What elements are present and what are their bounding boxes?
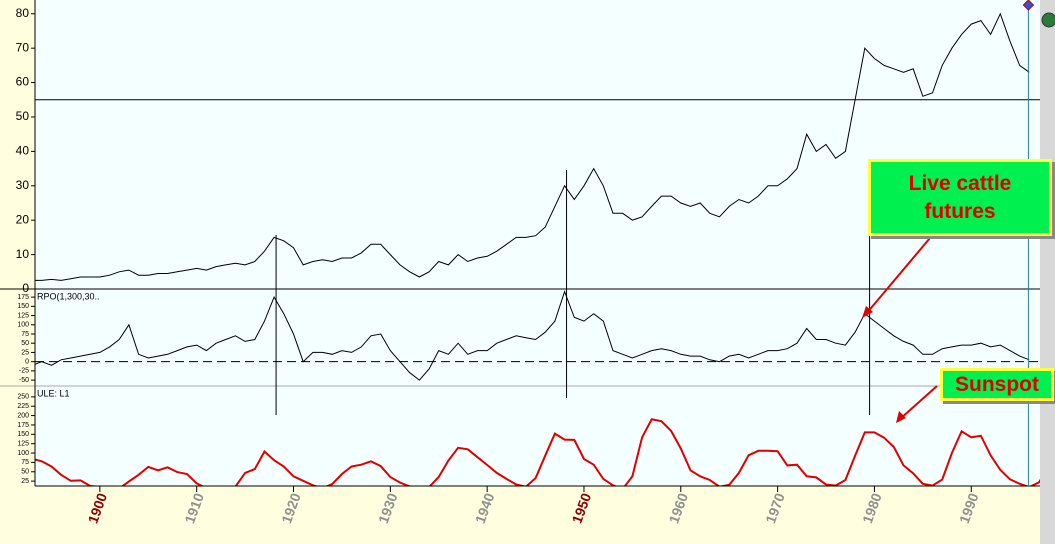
arrow-head xyxy=(896,411,906,423)
x-tick-label: 1980 xyxy=(859,491,885,526)
y-tick-label: 80 xyxy=(16,6,30,20)
y-tick-label: 25 xyxy=(21,478,29,485)
annotation-text: Sunspot xyxy=(955,373,1039,396)
y-tick-label: 40 xyxy=(16,144,30,158)
x-tick-label: 1960 xyxy=(665,491,691,526)
x-tick-label: 1900 xyxy=(84,491,110,526)
y-tick-label: 75 xyxy=(21,331,29,338)
y-tick-label: 225 xyxy=(17,403,29,410)
x-tick-label: 1930 xyxy=(375,491,401,526)
x-tick-label: 1990 xyxy=(956,491,982,526)
y-tick-label: 150 xyxy=(17,431,29,438)
panel-title: RPO(1,300,30.. xyxy=(37,291,100,301)
y-tick-label: -50 xyxy=(19,377,29,384)
y-tick-label: 0 xyxy=(25,359,29,366)
y-tick-label: 100 xyxy=(17,450,29,457)
x-tick-label: 1940 xyxy=(472,491,498,526)
right-strip xyxy=(1040,0,1055,544)
y-tick-label: 125 xyxy=(17,441,29,448)
y-tick-label: 20 xyxy=(16,212,30,226)
y-tick-label: 10 xyxy=(16,247,30,261)
annotation-box: Sunspot xyxy=(940,368,1054,401)
annotation-text: Live cattle futures xyxy=(908,172,1012,223)
cursor-handle xyxy=(1022,0,1035,11)
arrow-head xyxy=(862,306,873,318)
y-tick-label: 70 xyxy=(16,40,30,54)
panel-title: ULE: L1 xyxy=(37,388,70,398)
y-tick-label: 30 xyxy=(16,178,30,192)
globe-icon[interactable] xyxy=(1041,12,1055,28)
y-tick-label: 50 xyxy=(21,469,29,476)
annotation-box: Live cattle futures xyxy=(868,159,1052,236)
annotation-arrow xyxy=(899,385,938,420)
y-tick-label: 75 xyxy=(21,459,29,466)
x-tick-label: 1950 xyxy=(569,491,595,526)
y-tick-label: 100 xyxy=(17,322,29,329)
y-tick-label: 150 xyxy=(17,303,29,310)
y-tick-label: 175 xyxy=(17,294,29,301)
y-tick-label: 0 xyxy=(22,281,29,295)
x-tick-label: 1910 xyxy=(181,491,207,526)
y-tick-label: -25 xyxy=(19,368,29,375)
y-tick-label: 60 xyxy=(16,75,30,89)
y-tick-label: 200 xyxy=(17,412,29,419)
x-tick-label: 1970 xyxy=(762,491,788,526)
y-tick-label: 250 xyxy=(17,394,29,401)
y-tick-label: 25 xyxy=(21,349,29,356)
series-line xyxy=(35,12,1030,281)
y-tick-label: 175 xyxy=(17,422,29,429)
y-tick-label: 50 xyxy=(21,340,29,347)
y-tick-label: 50 xyxy=(16,109,30,123)
plot-area xyxy=(35,0,1040,486)
y-tick-label: 125 xyxy=(17,312,29,319)
x-tick-label: 1920 xyxy=(278,491,304,526)
annotation-arrow xyxy=(865,237,931,315)
